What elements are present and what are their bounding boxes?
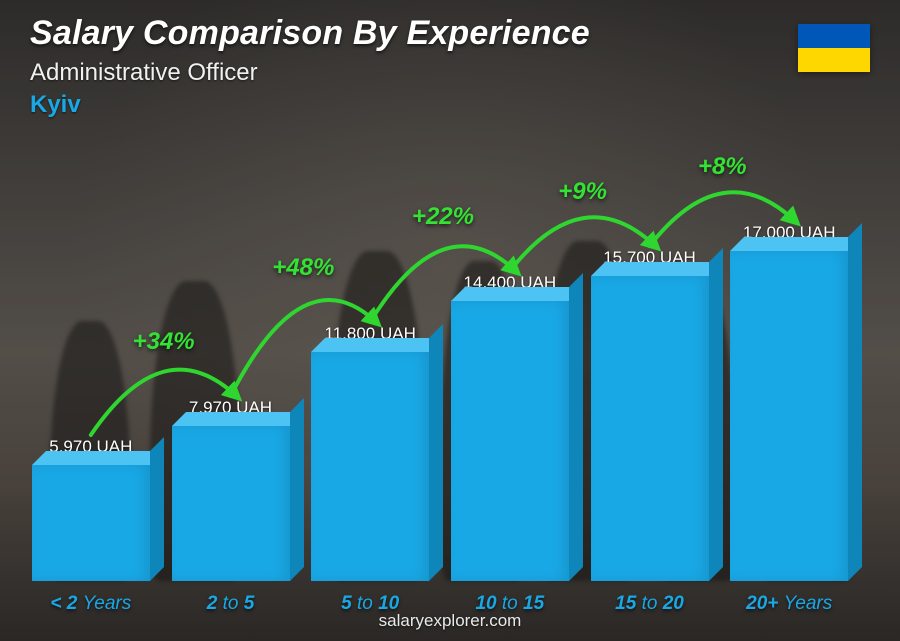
- bar: [172, 426, 290, 581]
- increase-label: +8%: [698, 153, 747, 181]
- bar: [32, 465, 150, 581]
- flag-bottom-stripe: [798, 48, 870, 72]
- salary-bar-chart: 5,970 UAH< 2 Years7,970 UAH2 to 511,800 …: [30, 101, 850, 581]
- title: Salary Comparison By Experience: [30, 14, 870, 53]
- bar-group: 14,400 UAH10 to 15: [449, 273, 571, 581]
- bar-group: 17,000 UAH20+ Years: [728, 223, 850, 581]
- bar-group: 15,700 UAH15 to 20: [589, 248, 711, 581]
- bar-group: 5,970 UAH< 2 Years: [30, 437, 152, 581]
- subtitle: Administrative Officer: [30, 59, 870, 87]
- bar-group: 7,970 UAH2 to 5: [170, 398, 292, 581]
- increase-label: +22%: [412, 203, 474, 231]
- increase-label: +48%: [272, 254, 334, 282]
- increase-label: +34%: [133, 328, 195, 356]
- bar: [730, 251, 848, 581]
- flag-top-stripe: [798, 24, 870, 48]
- infographic-canvas: Salary Comparison By Experience Administ…: [0, 0, 900, 641]
- bar-group: 11,800 UAH5 to 10: [309, 324, 431, 581]
- bar: [591, 276, 709, 581]
- increase-label: +9%: [558, 178, 607, 206]
- footer-attribution: salaryexplorer.com: [0, 611, 900, 631]
- ukraine-flag-icon: [798, 24, 870, 72]
- bar: [311, 352, 429, 581]
- bar: [451, 301, 569, 581]
